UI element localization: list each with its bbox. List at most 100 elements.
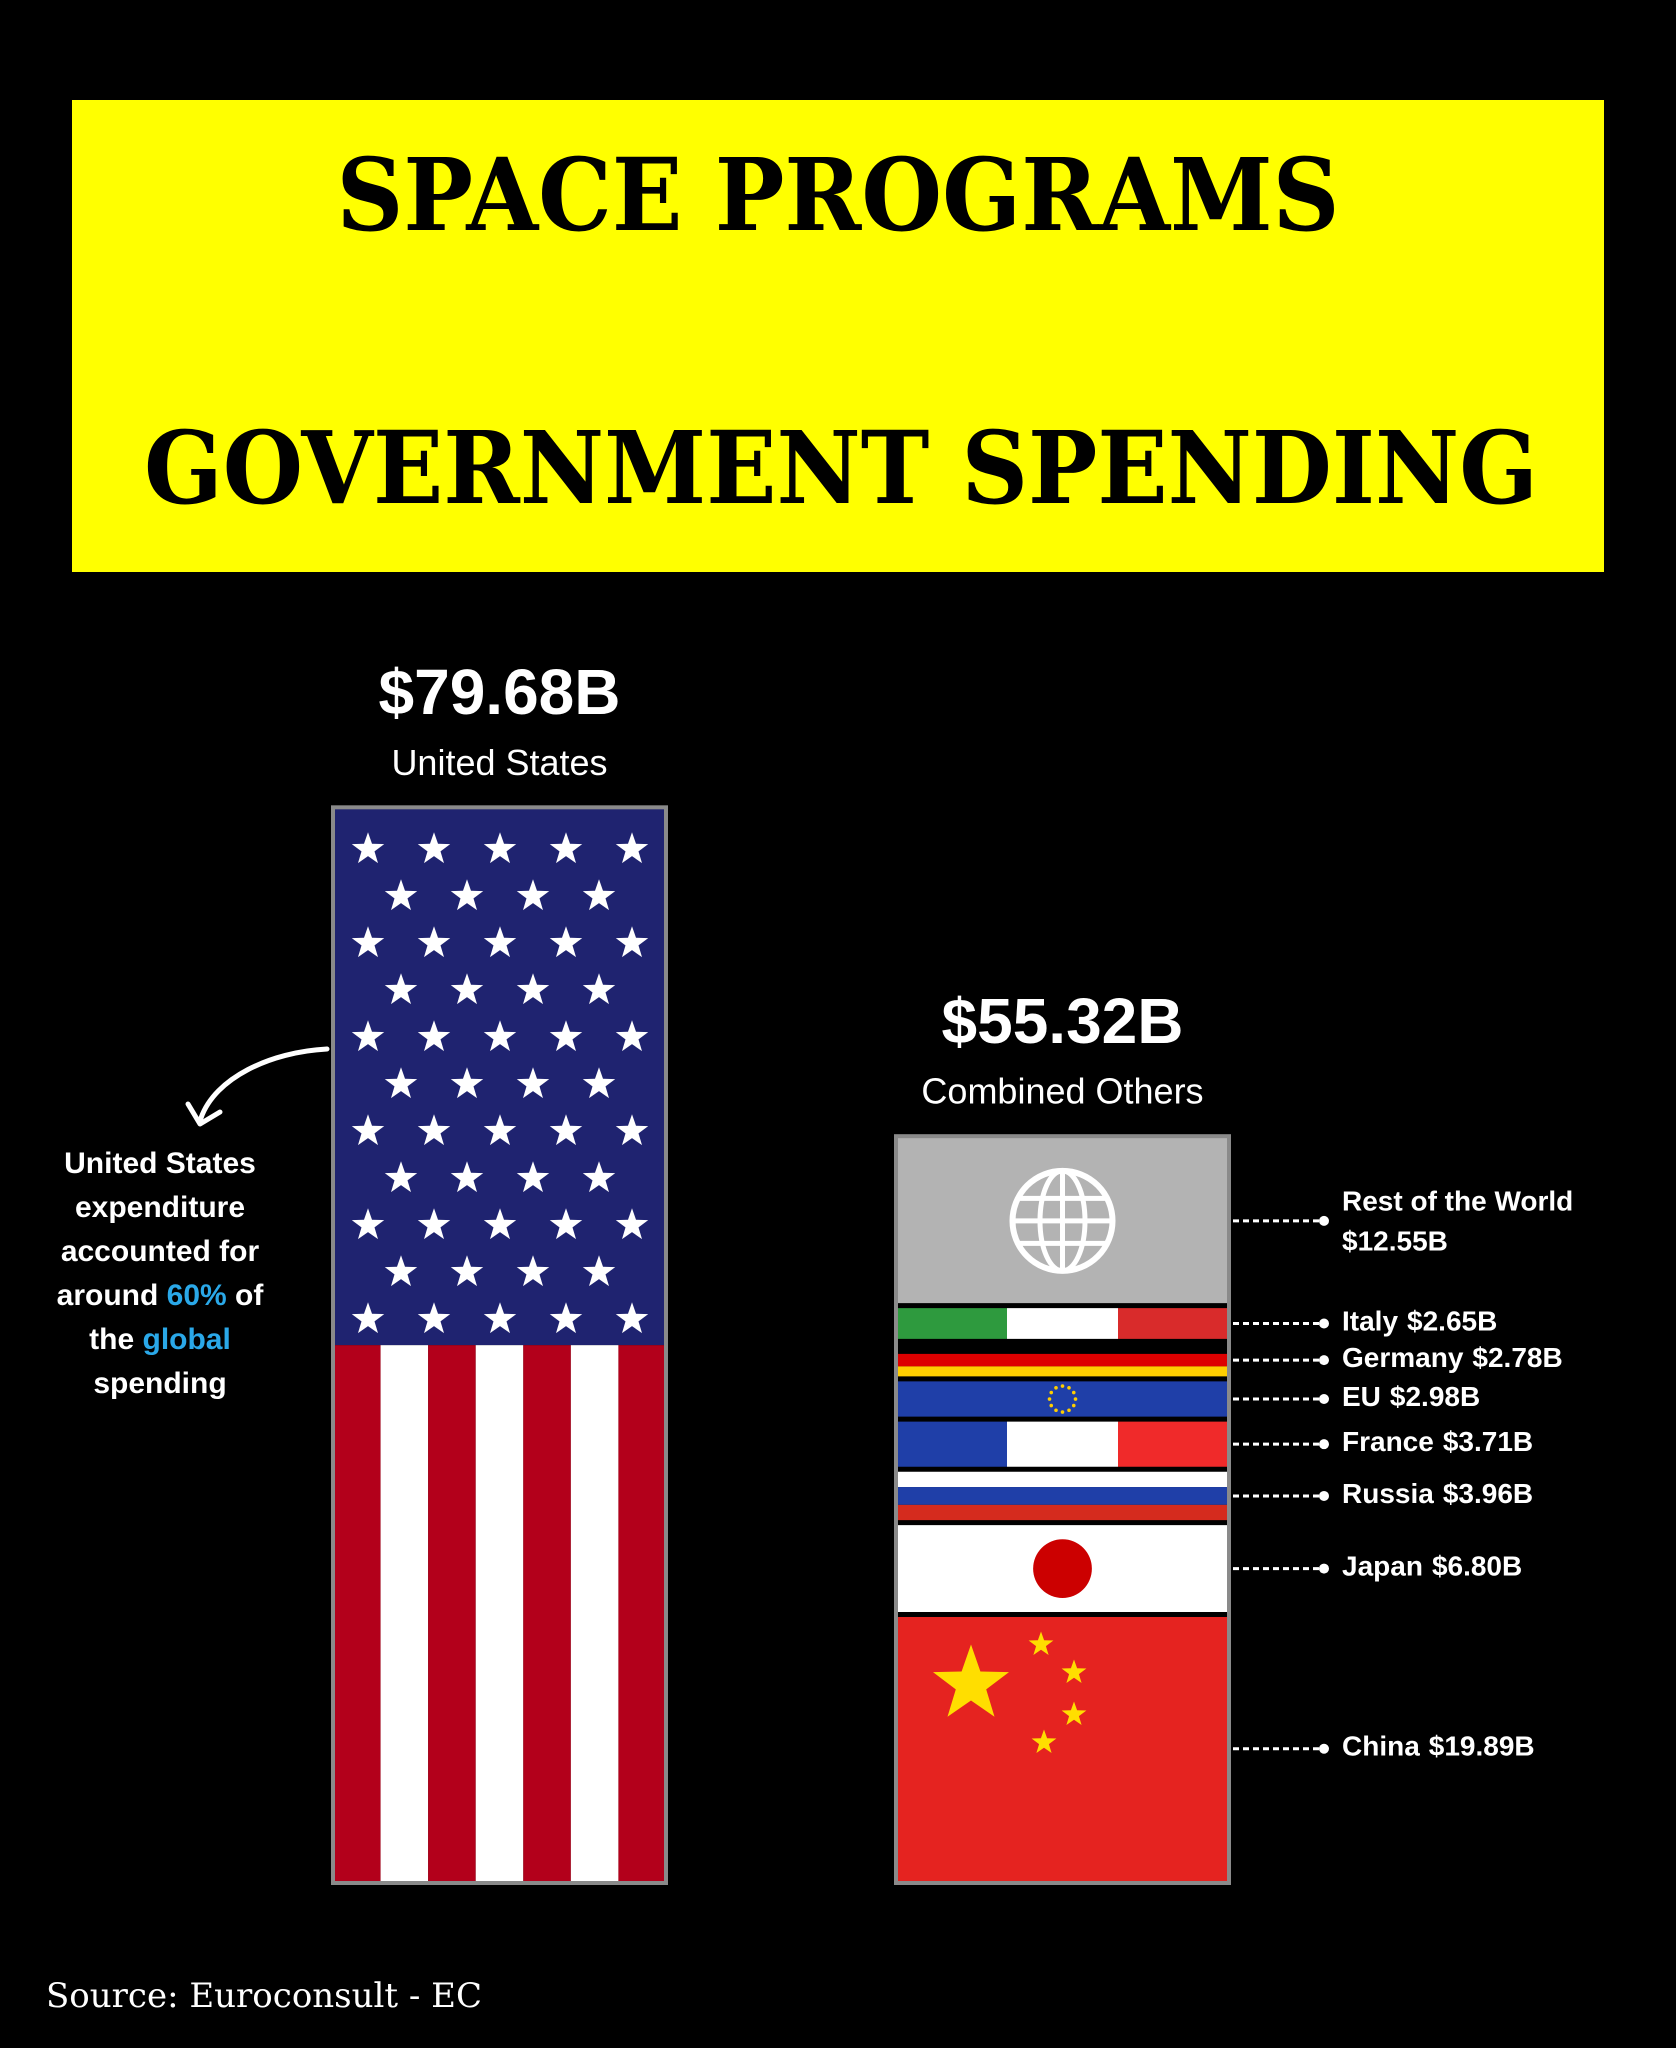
annotation-arrowhead <box>185 1101 223 1127</box>
star <box>417 926 451 958</box>
star <box>549 1208 583 1240</box>
segment-label: Russia $3.96B <box>1342 1478 1533 1509</box>
flag-stripe <box>896 1469 1229 1488</box>
star <box>351 1302 385 1334</box>
chart-title: SPACE PROGRAMS <box>337 136 1340 254</box>
flag-stripe <box>475 1345 524 1883</box>
star <box>450 1161 484 1193</box>
star <box>549 926 583 958</box>
star <box>1061 1701 1087 1725</box>
star <box>615 1302 649 1334</box>
segment-name: France <box>1342 1427 1434 1458</box>
connector-dot <box>1319 1318 1329 1329</box>
bar-category-label: United States <box>391 742 607 783</box>
star <box>384 1255 418 1287</box>
flag-stripe <box>896 1487 1229 1505</box>
star <box>483 1302 517 1334</box>
star <box>516 1255 550 1287</box>
flag-star <box>1049 1390 1054 1395</box>
bar-value-label: $79.68B <box>379 656 621 728</box>
star <box>933 1644 1009 1717</box>
star <box>351 1208 385 1240</box>
segment-value-label: $6.80B <box>1432 1551 1522 1582</box>
star <box>615 1020 649 1052</box>
segment-name: Japan <box>1342 1551 1423 1582</box>
star <box>549 1302 583 1334</box>
star <box>615 1114 649 1146</box>
bar <box>894 1134 1231 1886</box>
source: Source: Euroconsult - EC <box>46 1976 482 2016</box>
flag-stripe <box>1118 1305 1229 1342</box>
flag-stripe <box>896 1504 1229 1523</box>
segment-label: France $3.71B <box>1342 1427 1533 1458</box>
segment-value-label: $3.71B <box>1443 1427 1533 1458</box>
star <box>615 832 649 864</box>
flag-stripe <box>1118 1419 1229 1470</box>
annotation-arrow <box>198 1046 330 1121</box>
flag-star <box>1054 1408 1058 1413</box>
flag-stripe <box>570 1345 619 1883</box>
flag-stripe <box>618 1345 666 1883</box>
segment-value-label: $2.78B <box>1472 1343 1562 1374</box>
flag-star <box>1067 1408 1071 1413</box>
flag-stripe <box>333 1345 381 1883</box>
flag-star <box>1073 1397 1078 1401</box>
star <box>417 1208 451 1240</box>
flag-star <box>1060 1410 1065 1414</box>
connector-dot <box>1319 1490 1329 1501</box>
star <box>549 832 583 864</box>
star <box>483 1208 517 1240</box>
star <box>615 926 649 958</box>
star <box>483 832 517 864</box>
star <box>351 1114 385 1146</box>
segment-label: Italy $2.65B <box>1342 1306 1497 1337</box>
star <box>1028 1631 1054 1655</box>
star <box>351 832 385 864</box>
star <box>582 1067 616 1099</box>
star <box>549 1114 583 1146</box>
star <box>483 1020 517 1052</box>
segment-label: Rest of the World <box>1342 1185 1573 1216</box>
star <box>483 926 517 958</box>
star <box>582 1161 616 1193</box>
annotation-text: of the <box>89 1279 272 1356</box>
flag-stripe <box>896 1305 1007 1342</box>
flag-stripe <box>1007 1305 1118 1342</box>
star <box>549 1020 583 1052</box>
flag-star <box>1071 1403 1076 1408</box>
flag-star <box>1049 1403 1054 1408</box>
flag-stripe <box>896 1419 1007 1470</box>
segment-value-label: $2.98B <box>1390 1381 1480 1412</box>
flag-star <box>1060 1384 1065 1388</box>
annotation-text: United States expenditure accounted for … <box>56 1147 268 1312</box>
star <box>450 879 484 911</box>
star <box>1031 1729 1057 1753</box>
bar-category-label: Combined Others <box>921 1071 1203 1112</box>
flag-stripe <box>896 1341 1229 1354</box>
connector-dot <box>1319 1215 1329 1226</box>
star <box>483 1114 517 1146</box>
annotation-text: global <box>142 1323 231 1356</box>
flag-star <box>1067 1385 1071 1390</box>
segment-label: EU $2.98B <box>1342 1381 1480 1412</box>
star <box>351 1020 385 1052</box>
flag-stripe <box>523 1345 571 1883</box>
flag-canton <box>333 807 666 1346</box>
segment-value-label: $3.96B <box>1443 1478 1533 1509</box>
segment-label: China $19.89B <box>1342 1731 1535 1762</box>
star <box>582 1255 616 1287</box>
star <box>450 1067 484 1099</box>
segment-value-label: $12.55B <box>1342 1225 1448 1256</box>
segment-name: Italy <box>1342 1306 1398 1337</box>
star <box>351 926 385 958</box>
star <box>384 1067 418 1099</box>
connector-dot <box>1319 1743 1329 1754</box>
segment-name: Russia <box>1342 1478 1434 1509</box>
connector-dot <box>1319 1394 1329 1405</box>
flag-disc <box>1033 1539 1092 1598</box>
flag-star <box>1047 1397 1052 1401</box>
flag-star <box>1071 1390 1076 1395</box>
star <box>450 1255 484 1287</box>
